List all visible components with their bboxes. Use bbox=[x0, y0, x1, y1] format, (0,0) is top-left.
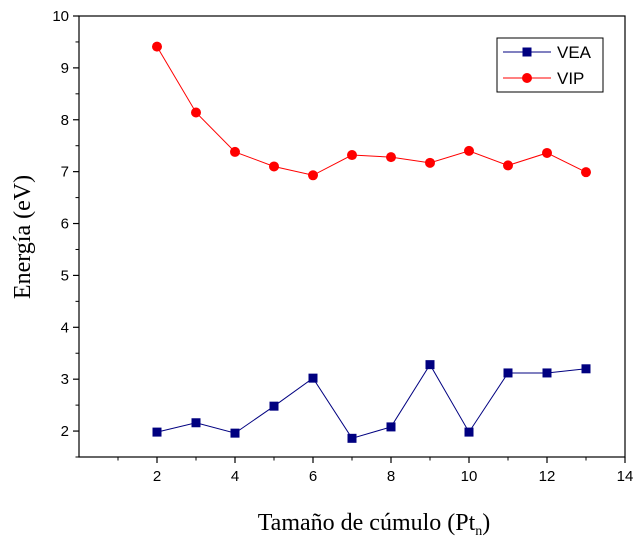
series-vea-point bbox=[581, 364, 591, 374]
series-vea-point bbox=[386, 422, 396, 432]
legend-box bbox=[496, 37, 604, 93]
x-tick-label: 4 bbox=[231, 468, 239, 485]
series-vip-point bbox=[347, 150, 357, 161]
x-axis-title: Tamaño de cúmulo (Ptn) bbox=[258, 510, 491, 539]
x-axis-title-main: Tamaño de cúmulo (Pt bbox=[258, 510, 476, 536]
x-tick-label: 10 bbox=[461, 468, 478, 485]
series-vip-point bbox=[152, 41, 162, 52]
x-axis-title-close: ) bbox=[482, 510, 490, 536]
series-vea-point bbox=[230, 428, 240, 438]
y-axis-title: Energía (eV) bbox=[10, 175, 36, 299]
x-axis-title-subscript: n bbox=[475, 524, 482, 539]
series-vip-point bbox=[542, 147, 552, 158]
series-vip-point bbox=[425, 157, 435, 168]
series-vea-point bbox=[347, 433, 357, 443]
x-tick-label: 6 bbox=[309, 468, 317, 485]
y-tick-label: 2 bbox=[61, 423, 69, 440]
series-vip-point bbox=[230, 146, 240, 157]
axis-ticks: 2 4 6 8 10 12 14 2 3 4 5 6 7 8 9 10 bbox=[52, 8, 633, 485]
x-tick-label: 2 bbox=[153, 468, 161, 485]
y-tick-label: 5 bbox=[61, 267, 69, 284]
y-tick-label: 3 bbox=[61, 371, 69, 388]
series-vea-point bbox=[191, 418, 201, 428]
series-vip-point bbox=[269, 161, 279, 172]
series-vea-point bbox=[503, 368, 513, 378]
y-tick-label: 9 bbox=[61, 60, 69, 77]
series-vea-point bbox=[542, 368, 552, 378]
series-vea-point bbox=[152, 427, 162, 437]
legend: VEA VIP bbox=[496, 37, 604, 93]
series-vip-point bbox=[503, 160, 513, 171]
x-tick-label: 8 bbox=[387, 468, 395, 485]
x-tick-label: 14 bbox=[617, 468, 634, 485]
series-vip-point bbox=[464, 145, 474, 156]
y-tick-label: 10 bbox=[52, 8, 69, 25]
series-vip-point bbox=[386, 152, 396, 163]
series-vea bbox=[152, 360, 591, 443]
series-vip bbox=[152, 41, 591, 181]
series-vea-point bbox=[425, 360, 435, 370]
series-vip-point bbox=[191, 107, 201, 118]
legend-vea-label: VEA bbox=[557, 43, 592, 62]
y-tick-label: 8 bbox=[61, 112, 69, 129]
series-vea-line bbox=[156, 363, 587, 439]
series-vea-point bbox=[464, 427, 474, 437]
y-tick-label: 6 bbox=[61, 216, 69, 233]
y-tick-label: 7 bbox=[61, 164, 69, 181]
series-vea-point bbox=[269, 401, 279, 411]
series-vea-point bbox=[308, 373, 318, 383]
series-vip-line bbox=[156, 46, 587, 176]
series-vip-point bbox=[581, 167, 591, 178]
legend-vea-marker bbox=[522, 47, 532, 57]
x-tick-label: 12 bbox=[539, 468, 556, 485]
series-vip-point bbox=[308, 170, 318, 181]
series-layer bbox=[152, 41, 591, 443]
legend-vip-label: VIP bbox=[557, 69, 584, 88]
legend-vip-marker bbox=[522, 73, 532, 83]
y-tick-label: 4 bbox=[61, 319, 69, 336]
